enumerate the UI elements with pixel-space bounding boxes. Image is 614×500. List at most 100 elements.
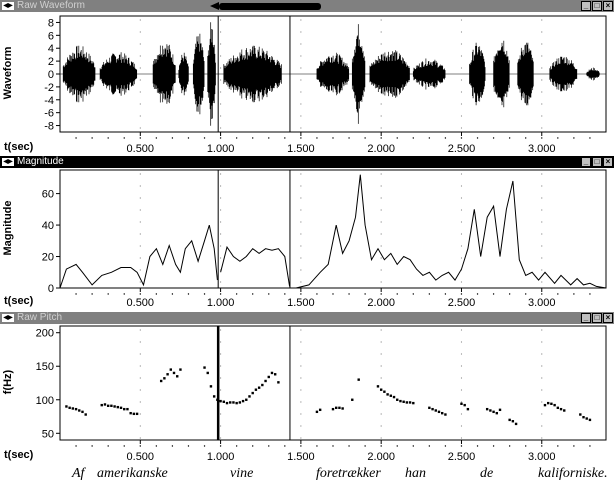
grid-dot (139, 221, 141, 223)
x-minor-dot (75, 137, 77, 139)
pitch-point (254, 388, 258, 391)
pitch-point (511, 420, 515, 423)
pitch-point (492, 410, 495, 414)
pitch-point (106, 404, 110, 407)
maximize-button[interactable]: □ (592, 1, 602, 11)
grid-dot (460, 185, 463, 187)
x-minor-dot (444, 137, 447, 139)
pitch-point (466, 407, 470, 411)
x-axis-label: t(sec) (4, 449, 34, 461)
grid-dot (139, 103, 141, 105)
grid-dot (219, 55, 222, 57)
x-minor-dot (155, 293, 158, 295)
x-minor-dot (284, 445, 286, 447)
grid-dot (300, 341, 302, 343)
waveform-titlebar[interactable]: ◀▶ Raw Waveform _ □ × (0, 0, 614, 12)
close-button[interactable]: × (603, 157, 613, 167)
pitch-point (179, 368, 182, 371)
magnitude-titlebar[interactable]: ◀▶ Magnitude _ □ × (0, 156, 614, 168)
grid-dot (219, 329, 222, 331)
x-minor-dot (187, 445, 190, 447)
pitch-point (495, 411, 498, 415)
x-minor-dot (348, 445, 350, 447)
pitch-plot: 200 150 100 50 0.500 1.000 1.500 2.000 2.500 3.00… (36, 325, 607, 463)
grid-dot (460, 425, 463, 427)
plot-frame (59, 169, 607, 289)
grid-dot (300, 197, 302, 199)
y-tick-label: 40 (42, 220, 54, 232)
pitch-point (383, 390, 386, 393)
x-minor-dot (364, 293, 366, 295)
x-minor-dot (219, 445, 222, 447)
maximize-button[interactable]: □ (592, 157, 602, 167)
scroll-thumb[interactable] (219, 3, 321, 10)
y-tick-label: -2 (44, 82, 54, 94)
x-tick-label: 1.000 (207, 451, 235, 463)
y-tick-label: 150 (36, 361, 54, 373)
minimize-button[interactable]: _ (581, 157, 591, 167)
x-minor-dot (396, 137, 398, 139)
pitch-point (585, 417, 588, 420)
minimize-button[interactable]: _ (581, 313, 591, 323)
caption-word: kaliforniske. (538, 466, 608, 481)
grid-dot (139, 425, 141, 427)
x-minor-dot (525, 445, 527, 447)
grid-dot (541, 115, 543, 117)
grid-dot (380, 425, 382, 427)
grid-dot (460, 341, 463, 343)
y-tick-label: 60 (42, 189, 54, 201)
grid-dot (460, 67, 463, 69)
scroll-left-arrow-icon[interactable] (210, 2, 219, 10)
x-minor-dot (525, 293, 527, 295)
x-minor-dot (139, 445, 141, 447)
transcript-caption: Af amerikanske vine foretrækker han de k… (0, 466, 614, 488)
window-menu-icon[interactable]: ◀▶ (2, 314, 14, 322)
maximize-button[interactable]: □ (592, 313, 602, 323)
magnitude-panel: ◀▶ Magnitude _ □ × Magnitude t(sec) 60 40 20 0 0.50… (0, 156, 614, 310)
grid-dot (219, 173, 222, 175)
grid-dot (460, 91, 463, 93)
grid-dot (300, 91, 302, 93)
x-minor-dot (460, 137, 463, 139)
grid-dot (219, 43, 222, 45)
minimize-button[interactable]: _ (581, 1, 591, 11)
window-menu-icon[interactable]: ◀▶ (2, 158, 14, 166)
y-tick-label: 6 (48, 30, 54, 42)
pitch-point (556, 406, 560, 410)
grid-dot (380, 401, 382, 403)
pitch-point (261, 383, 264, 387)
caption-word: foretrækker (316, 466, 381, 481)
waveform-burst (207, 22, 216, 126)
grid-dot (139, 269, 141, 271)
x-minor-dot (476, 293, 479, 295)
y-tick-label: 2 (48, 56, 54, 68)
waveform-burst (178, 52, 189, 96)
pitch-point (335, 406, 338, 410)
grid-dot (300, 425, 302, 427)
window-menu-icon[interactable]: ◀▶ (2, 2, 14, 10)
pitch-titlebar[interactable]: ◀▶ Raw Pitch _ □ × (0, 312, 614, 324)
grid-dot (219, 281, 222, 283)
grid-dot (300, 329, 302, 331)
pitch-point (113, 405, 116, 408)
x-minor-dot (508, 445, 511, 447)
pitch-point (553, 403, 556, 407)
close-button[interactable]: × (603, 313, 613, 323)
x-minor-dot (573, 293, 575, 295)
close-button[interactable]: × (603, 1, 613, 11)
pitch-point (318, 408, 322, 412)
grid-dot (300, 209, 302, 211)
x-minor-dot (252, 293, 254, 295)
x-minor-dot (316, 293, 318, 295)
pitch-point (71, 407, 75, 410)
x-tick-label: 2.000 (367, 143, 395, 155)
pitch-point (444, 413, 447, 416)
x-minor-dot (332, 137, 334, 139)
grid-dot (541, 185, 543, 187)
pitch-point (225, 401, 229, 405)
pitch-point (563, 409, 566, 412)
x-minor-dot (557, 293, 559, 295)
x-minor-dot (476, 445, 479, 447)
grid-dot (219, 197, 222, 199)
